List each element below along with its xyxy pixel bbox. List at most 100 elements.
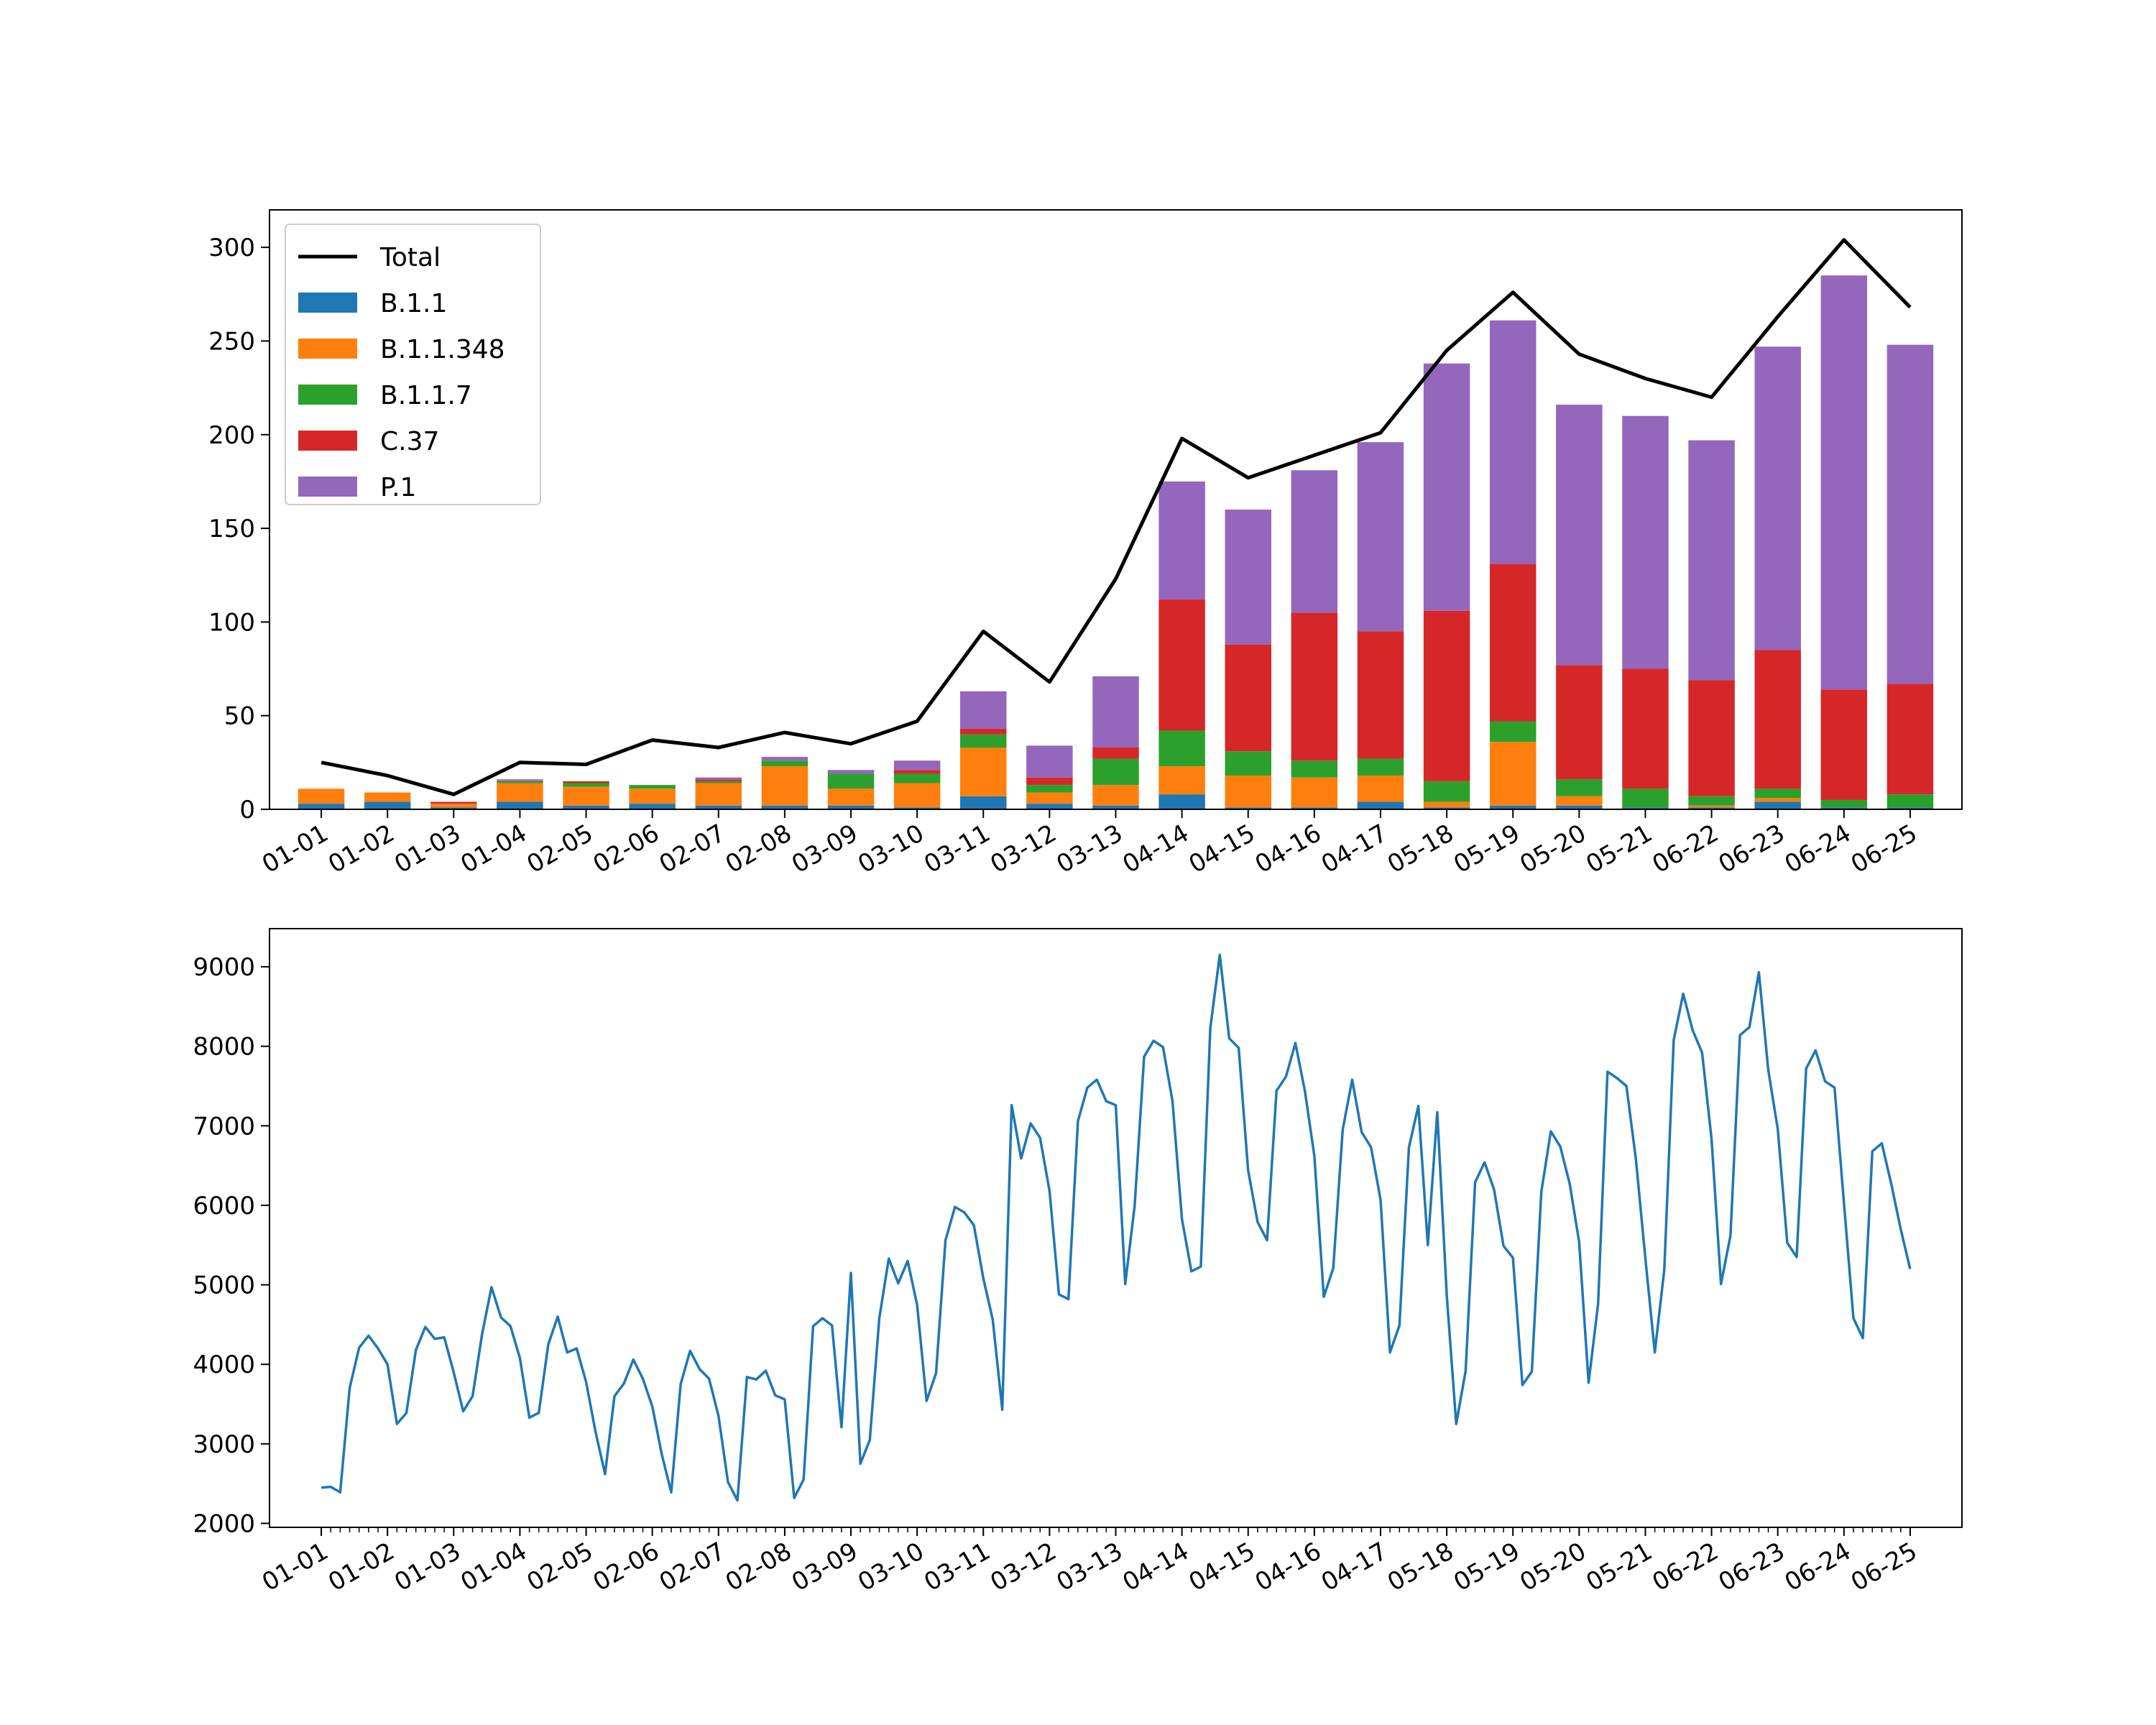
bar-c-37-05-20 <box>1556 665 1603 780</box>
bar-b-1-1-05-18 <box>1423 807 1470 809</box>
bar-b-1-1-02-06 <box>629 804 676 809</box>
bar-b-1-1-01-03 <box>430 807 477 809</box>
legend: Total B.1.1 B.1.1.348 B.1.1.7 C.37 P.1 <box>285 224 541 505</box>
bar-p-1-06-24 <box>1820 275 1868 690</box>
legend-swatch-b-1-1 <box>298 293 357 313</box>
bar-c-37-04-16 <box>1291 612 1338 761</box>
bar-b-1-1-348-02-07 <box>695 783 742 806</box>
bar-b-1-1-348-01-01 <box>298 788 345 804</box>
bar-c-37-03-13 <box>1092 747 1139 759</box>
y-tick-label: 2000 <box>193 1509 255 1538</box>
bar-b-1-1-348-02-06 <box>629 788 676 804</box>
y-tick-label: 5000 <box>193 1271 255 1300</box>
bar-b-1-1-348-03-12 <box>1026 792 1073 804</box>
bar-b-1-1-7-02-06 <box>629 785 676 789</box>
bar-b-1-1-03-10 <box>893 807 941 809</box>
bar-b-1-1-7-06-22 <box>1688 796 1735 806</box>
bar-b-1-1-348-04-16 <box>1291 777 1338 808</box>
bar-p-1-05-18 <box>1423 363 1470 611</box>
bar-b-1-1-06-23 <box>1754 801 1801 809</box>
bar-b-1-1-7-04-17 <box>1357 758 1404 776</box>
y-tick-label: 250 <box>208 327 255 356</box>
bar-c-37-05-21 <box>1622 668 1669 789</box>
bar-c-37-06-23 <box>1754 650 1801 789</box>
bar-b-1-1-348-04-15 <box>1225 776 1271 808</box>
bar-b-1-1-348-03-13 <box>1092 785 1139 806</box>
bar-b-1-1-7-05-18 <box>1423 781 1470 802</box>
bar-b-1-1-02-07 <box>695 805 742 809</box>
bar-b-1-1-348-01-04 <box>497 783 543 802</box>
bar-b-1-1-348-04-17 <box>1357 776 1404 802</box>
bar-b-1-1-01-02 <box>364 801 411 809</box>
bar-b-1-1-7-03-12 <box>1026 785 1073 793</box>
bar-b-1-1-7-05-21 <box>1622 788 1669 808</box>
bar-c-37-06-22 <box>1688 680 1735 796</box>
bar-p-1-06-25 <box>1886 344 1934 684</box>
bar-c-37-02-05 <box>563 781 609 783</box>
bar-b-1-1-06-24 <box>1820 807 1868 809</box>
bar-b-1-1-7-01-04 <box>497 781 543 783</box>
bar-b-1-1-04-16 <box>1291 807 1338 809</box>
legend-swatch-b-1-1-7 <box>298 385 357 405</box>
bar-c-37-04-14 <box>1158 599 1205 731</box>
bar-b-1-1-7-03-09 <box>827 773 875 789</box>
bar-b-1-1-7-02-05 <box>563 783 609 787</box>
bar-c-37-04-15 <box>1225 644 1271 752</box>
bar-p-1-04-15 <box>1225 510 1271 645</box>
total-line-layer <box>321 238 1912 796</box>
bar-b-1-1-348-05-19 <box>1489 742 1537 806</box>
bar-b-1-1-7-04-15 <box>1225 751 1271 776</box>
legend-label-b-1-1: B.1.1 <box>380 289 447 318</box>
bar-b-1-1-348-03-09 <box>827 788 875 806</box>
bar-b-1-1-03-09 <box>827 805 875 809</box>
bar-b-1-1-03-12 <box>1026 804 1073 809</box>
bar-b-1-1-01-01 <box>298 804 345 809</box>
bar-b-1-1-03-13 <box>1092 805 1139 809</box>
bar-b-1-1-348-06-23 <box>1754 798 1801 802</box>
bar-p-1-05-19 <box>1489 320 1537 564</box>
y-tick-label: 9000 <box>193 953 255 982</box>
bar-b-1-1-05-20 <box>1556 805 1603 809</box>
bar-b-1-1-7-03-11 <box>960 734 1007 748</box>
bar-b-1-1-348-05-20 <box>1556 796 1603 806</box>
bar-b-1-1-348-04-14 <box>1158 766 1205 795</box>
total-line <box>321 238 1912 796</box>
bar-b-1-1-7-06-23 <box>1754 788 1801 799</box>
bar-b-1-1-02-08 <box>761 805 808 809</box>
bar-b-1-1-7-03-13 <box>1092 758 1139 786</box>
y-tick-label: 4000 <box>193 1351 255 1379</box>
bar-c-37-06-25 <box>1886 684 1934 795</box>
bar-b-1-1-348-01-03 <box>430 804 477 808</box>
bar-c-37-03-11 <box>960 728 1007 735</box>
y-tick-label: 7000 <box>193 1112 255 1141</box>
legend-label-b-1-1-7: B.1.1.7 <box>380 381 472 410</box>
bar-b-1-1-7-02-07 <box>695 781 742 783</box>
legend-label-total: Total <box>379 243 441 272</box>
bar-p-1-06-22 <box>1688 440 1735 681</box>
bar-b-1-1-348-03-11 <box>960 747 1007 796</box>
bar-p-1-06-23 <box>1754 346 1801 650</box>
bar-b-1-1-348-06-22 <box>1688 805 1735 808</box>
bar-p-1-04-14 <box>1158 481 1205 600</box>
legend-label-c-37: C.37 <box>380 427 439 456</box>
bar-b-1-1-348-05-18 <box>1423 801 1470 808</box>
bar-p-1-02-07 <box>695 777 742 780</box>
bar-layer <box>298 275 1934 809</box>
bar-b-1-1-06-25 <box>1886 807 1934 809</box>
y-tick-label: 300 <box>208 234 255 262</box>
top-y-axis: 0 50 100 150 200 250 300 <box>208 234 270 824</box>
y-tick-label: 150 <box>208 515 255 543</box>
daily-series-line <box>321 953 1912 1502</box>
bar-b-1-1-01-04 <box>497 801 543 809</box>
y-tick-label: 8000 <box>193 1033 255 1062</box>
bar-c-37-04-17 <box>1357 631 1404 759</box>
y-tick-label: 0 <box>239 796 255 824</box>
bottom-y-axis: 2000 3000 4000 5000 6000 7000 8000 9000 <box>193 953 270 1538</box>
legend-label-p-1: P.1 <box>380 473 416 502</box>
bar-p-1-04-16 <box>1291 470 1338 613</box>
y-tick-label: 200 <box>208 421 255 450</box>
y-tick-label: 100 <box>208 608 255 637</box>
legend-swatch-b-1-1-348 <box>298 339 357 359</box>
bar-b-1-1-03-11 <box>960 796 1007 809</box>
